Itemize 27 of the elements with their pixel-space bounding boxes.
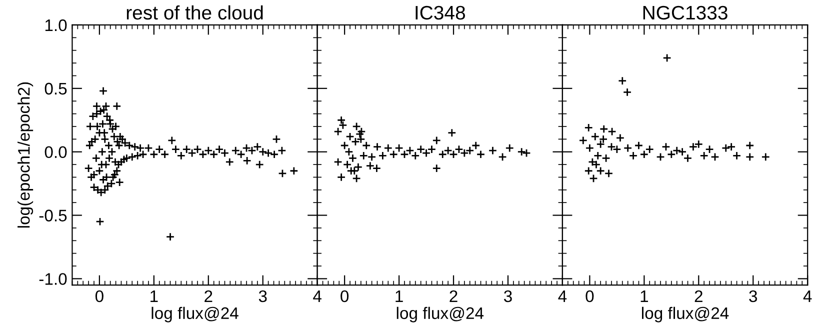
chart-title: rest of the cloud [126,5,263,20]
x-tick-label: 3 [504,290,512,302]
x-tick-label: 2 [450,290,458,302]
x-tick-label: 1 [396,290,403,302]
x-axis-title: log flux@24 [152,306,238,322]
x-axis-title: log flux@24 [642,306,729,322]
y-axis-title: log(epoch1/epoch2) [18,82,34,228]
y-tick-label: -1.0 [39,273,67,285]
x-tick-label: 1 [150,290,158,302]
x-tick-label: 2 [204,290,212,302]
y-tick-label: 0.0 [44,146,67,158]
x-tick-label: 0 [586,290,594,302]
x-tick-label: 2 [694,290,702,302]
x-tick-label: 0 [95,290,104,302]
x-tick-label: 1 [640,290,648,302]
x-tick-label: 4 [313,290,322,302]
x-tick-label: 3 [749,290,758,302]
x-tick-label: 0 [340,290,349,302]
chart-title: IC348 [416,6,465,20]
x-tick-label: 4 [558,290,567,302]
y-tick-label: -0.5 [39,210,67,222]
y-tick-label: 0.5 [44,82,67,95]
y-tick-label: 1.0 [45,19,67,32]
x-tick-label: 4 [803,290,812,302]
chart-title: NGC1333 [643,6,728,20]
x-tick-label: 3 [258,290,267,302]
x-axis-title: log flux@24 [396,306,484,322]
